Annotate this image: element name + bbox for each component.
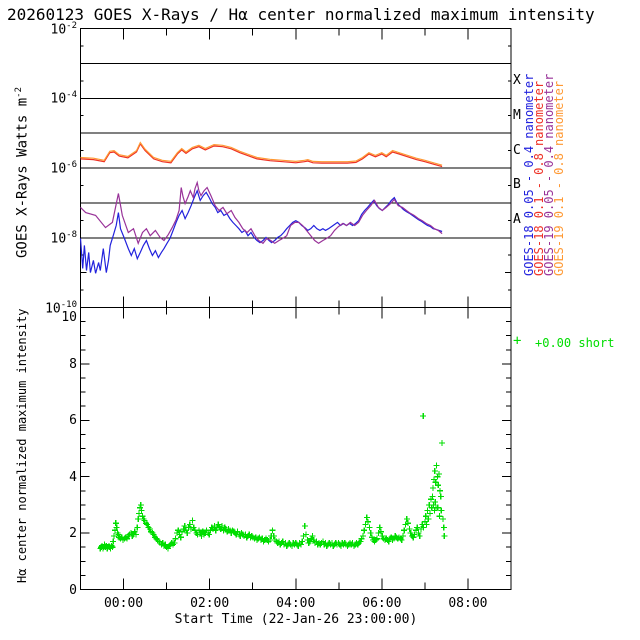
halpha-ytick-label: 10: [61, 309, 77, 325]
xray-y-axis-label: GOES X-Rays Watts m-2: [14, 87, 31, 258]
halpha-ytick-label: 0: [69, 582, 77, 598]
xray-ytick-label: 10-6: [50, 160, 78, 177]
halpha-plus-markers: [97, 413, 448, 552]
halpha-ytick-label: 6: [69, 413, 77, 429]
goes19-long-curve: [80, 141, 443, 166]
xray-y-axis-label-base: GOES X-Rays Watts m: [14, 97, 31, 258]
goes19-short-curve: [80, 180, 443, 246]
xray-y-axis-label-exponent: -2: [14, 87, 24, 98]
halpha-legend-label: +0.00 short: [535, 336, 615, 350]
xray-ytick-label: 10-2: [50, 20, 78, 37]
halpha-ytick-label: 2: [69, 526, 77, 542]
x-tick-label: 08:00: [448, 596, 488, 611]
halpha-scatter-points: [97, 413, 448, 552]
flare-class-a: A: [513, 212, 521, 228]
flare-class-c: C: [513, 142, 521, 158]
x-tick-label: 04:00: [276, 596, 316, 611]
x-tick-label: 00:00: [103, 596, 144, 611]
x-tick-label: 06:00: [362, 596, 402, 611]
flare-class-m: M: [513, 107, 521, 123]
goes18-long-curve: [80, 142, 443, 168]
xray-ytick-label: 10-4: [50, 90, 78, 107]
xray-ytick-label: 10-10: [45, 299, 77, 316]
x-tick-label: 02:00: [190, 596, 230, 611]
halpha-ytick-label: 8: [69, 356, 77, 372]
axes-gridlines-ticks: [80, 28, 512, 590]
xray-ytick-label: 10-8: [50, 229, 78, 247]
flare-class-x: X: [513, 72, 521, 88]
halpha-y-axis-label: Hα center normalized maximum intensity: [15, 308, 29, 583]
goes-xray-curves: [79, 141, 443, 274]
xray-legend-entry: GOES-19 0.1 - 0.8 nanometer: [552, 80, 566, 276]
halpha-ytick-label: 4: [69, 469, 77, 485]
flare-class-b: B: [513, 177, 521, 193]
x-axis-label: Start Time (22-Jan-26 23:00:00): [174, 612, 418, 627]
figure-title: 20260123 GOES X-Rays / Hα center normali…: [7, 5, 595, 24]
halpha-legend-plus-icon: +: [513, 333, 522, 349]
